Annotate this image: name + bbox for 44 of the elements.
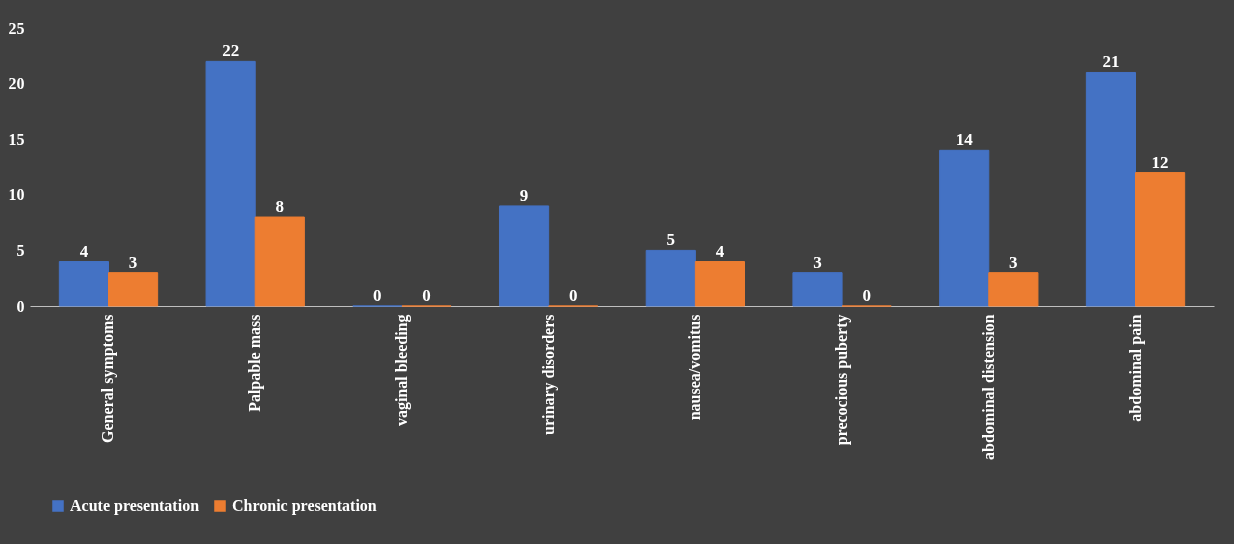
y-tick-label: 10: [8, 186, 25, 204]
data-label: 3: [813, 252, 822, 272]
y-tick-label: 15: [8, 130, 25, 148]
data-label: 0: [422, 286, 431, 305]
data-label: 9: [519, 185, 529, 205]
x-tick-label: abdominal pain: [1126, 314, 1145, 422]
x-tick-label: Palpable mass: [246, 314, 265, 412]
bar: [939, 149, 990, 307]
data-label: 0: [568, 286, 578, 305]
data-label: 5: [666, 230, 676, 250]
data-label: 3: [128, 252, 138, 272]
data-label: 3: [1009, 252, 1018, 272]
legend-label: Acute presentation: [70, 497, 200, 515]
bar: [58, 261, 109, 307]
bar: [205, 60, 256, 307]
x-tick-label: urinary disorders: [539, 314, 558, 435]
bar: [988, 272, 1039, 307]
data-label: 4: [715, 241, 725, 261]
x-tick-label: vaginal bleeding: [392, 314, 411, 427]
bar: [1135, 172, 1186, 307]
bar: [498, 205, 550, 307]
data-label: 14: [955, 130, 974, 150]
data-label: 12: [1151, 152, 1169, 172]
data-label: 22: [222, 41, 240, 61]
bar: [645, 249, 696, 307]
x-tick-label: nausea/vomitus: [686, 314, 704, 421]
bar: [694, 261, 746, 307]
x-tick-label: precocious puberty: [833, 314, 852, 446]
x-tick-label: General symptoms: [99, 314, 118, 443]
data-label: 0: [862, 286, 871, 305]
y-tick-label: 5: [16, 241, 25, 259]
bar: [107, 272, 159, 307]
y-tick-label: 25: [8, 19, 25, 37]
data-label: 8: [275, 197, 285, 217]
bar: [1085, 71, 1137, 307]
data-label: 21: [1102, 52, 1120, 72]
bar: [792, 272, 843, 307]
bar: [254, 216, 305, 307]
data-label: 0: [373, 286, 382, 305]
y-tick-label: 20: [8, 75, 25, 93]
legend-label: Chronic presentation: [232, 497, 377, 515]
data-label: 4: [79, 241, 89, 261]
x-tick-label: abdominal distension: [979, 314, 997, 460]
y-tick-label: 0: [16, 297, 25, 315]
